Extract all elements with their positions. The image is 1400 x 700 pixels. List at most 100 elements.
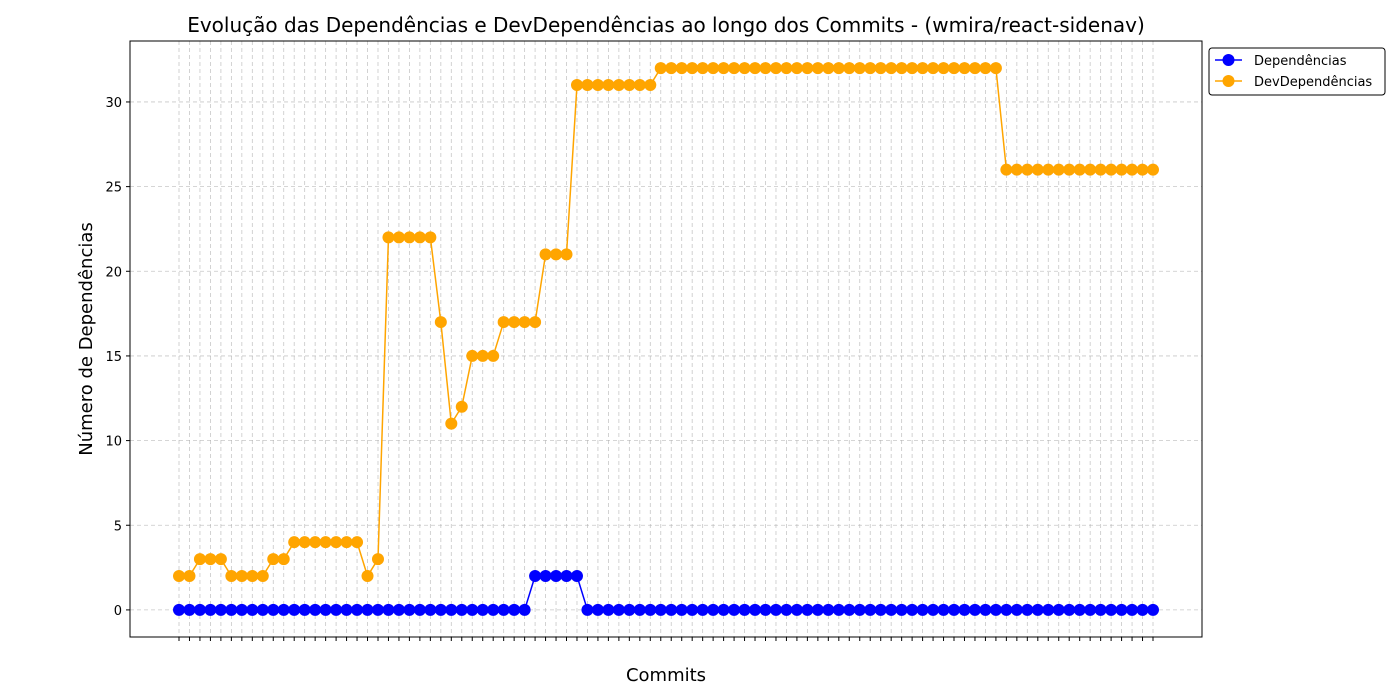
data-point	[623, 603, 636, 616]
data-point	[476, 349, 489, 362]
data-point	[822, 603, 835, 616]
y-tick-label: 10	[105, 435, 122, 450]
data-point	[958, 603, 971, 616]
data-point	[298, 603, 311, 616]
data-point	[707, 603, 720, 616]
data-point	[906, 62, 919, 75]
data-point	[1073, 163, 1086, 176]
data-point	[843, 62, 856, 75]
data-point	[340, 603, 353, 616]
data-point	[309, 536, 322, 549]
data-point	[183, 570, 196, 583]
data-point	[277, 553, 290, 566]
data-point	[403, 231, 416, 244]
data-point	[371, 603, 384, 616]
data-point	[759, 62, 772, 75]
data-point	[529, 316, 542, 329]
y-axis-label: Número de Dependências	[76, 222, 97, 456]
data-point	[749, 62, 762, 75]
data-point	[466, 603, 479, 616]
data-point	[204, 603, 217, 616]
legend: Dependências DevDependências	[1208, 47, 1386, 96]
data-point	[330, 536, 343, 549]
data-point	[790, 603, 803, 616]
data-point	[832, 62, 845, 75]
data-point	[853, 62, 866, 75]
data-point	[351, 536, 364, 549]
data-point	[183, 603, 196, 616]
data-point	[173, 570, 185, 583]
plot-frame	[129, 40, 1203, 638]
data-point	[927, 603, 940, 616]
data-point	[612, 603, 625, 616]
data-point	[686, 603, 699, 616]
data-point	[1136, 163, 1149, 176]
data-point	[392, 603, 405, 616]
data-point	[550, 570, 563, 583]
data-point	[382, 231, 395, 244]
data-point	[288, 536, 301, 549]
data-point	[1000, 163, 1013, 176]
data-point	[968, 603, 981, 616]
data-point	[811, 603, 824, 616]
data-point	[351, 603, 364, 616]
data-point	[979, 62, 992, 75]
chart-title: Evolução das Dependências e DevDependênc…	[187, 13, 1145, 37]
data-point	[916, 603, 929, 616]
data-point	[267, 603, 280, 616]
data-point	[644, 79, 657, 92]
data-point	[1094, 603, 1107, 616]
data-point	[403, 603, 416, 616]
data-point	[822, 62, 835, 75]
data-point	[864, 62, 877, 75]
data-point	[1063, 603, 1076, 616]
data-point	[487, 603, 500, 616]
data-point	[1073, 603, 1086, 616]
data-point	[445, 417, 458, 430]
data-point	[1021, 603, 1034, 616]
data-point	[382, 603, 395, 616]
data-point	[1147, 603, 1159, 616]
data-point	[874, 62, 887, 75]
data-point	[1084, 603, 1097, 616]
data-point	[581, 603, 594, 616]
data-point	[570, 570, 583, 583]
data-point	[455, 400, 468, 413]
data-point	[550, 248, 563, 261]
data-point	[1105, 163, 1118, 176]
data-point	[1042, 603, 1055, 616]
data-point	[225, 603, 238, 616]
data-point	[487, 349, 500, 362]
data-point	[445, 603, 458, 616]
data-point	[602, 79, 615, 92]
data-point	[979, 603, 992, 616]
y-axis: 0 5 10 15 20 25 30	[105, 96, 130, 619]
data-point	[738, 603, 751, 616]
data-point	[832, 603, 845, 616]
data-point	[801, 62, 814, 75]
data-point	[780, 62, 793, 75]
data-point	[434, 316, 447, 329]
data-point	[591, 603, 604, 616]
data-point	[665, 62, 678, 75]
data-point	[319, 603, 332, 616]
data-point	[1052, 163, 1065, 176]
data-point	[769, 62, 782, 75]
data-point	[853, 603, 866, 616]
data-point	[560, 570, 573, 583]
x-axis-label: Commits	[626, 665, 706, 686]
data-point	[413, 231, 426, 244]
data-point	[696, 62, 709, 75]
data-point	[665, 603, 678, 616]
data-point	[214, 553, 227, 566]
data-point	[989, 603, 1002, 616]
legend-label-devdependencias: DevDependências	[1254, 75, 1372, 90]
data-point	[193, 603, 206, 616]
y-tick-label: 30	[105, 96, 122, 111]
data-point	[1042, 163, 1055, 176]
data-point	[476, 603, 489, 616]
data-point	[214, 603, 227, 616]
data-point	[927, 62, 940, 75]
y-tick-label: 15	[105, 350, 122, 365]
data-point	[508, 316, 521, 329]
